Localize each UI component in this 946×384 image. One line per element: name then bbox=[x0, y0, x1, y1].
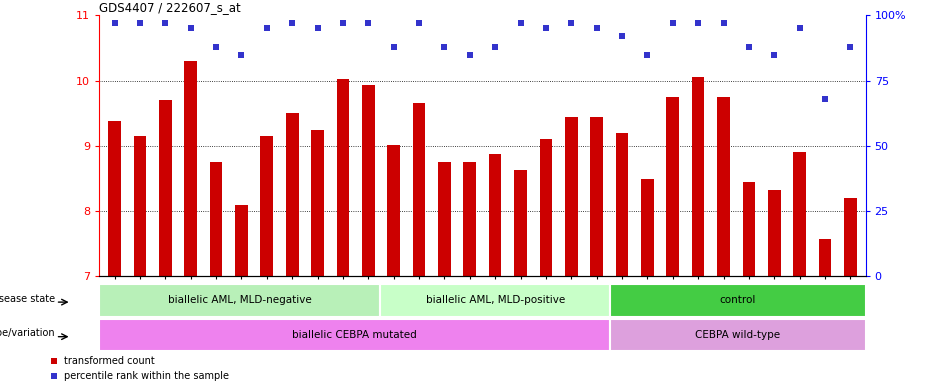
Text: percentile rank within the sample: percentile rank within the sample bbox=[64, 371, 229, 381]
Bar bbox=[438, 162, 450, 276]
Bar bbox=[380, 284, 610, 317]
Bar bbox=[464, 162, 476, 276]
Text: control: control bbox=[720, 295, 756, 306]
Text: biallelic AML, MLD-positive: biallelic AML, MLD-positive bbox=[426, 295, 565, 306]
Bar bbox=[108, 121, 121, 276]
Bar bbox=[717, 97, 730, 276]
Text: disease state: disease state bbox=[0, 294, 55, 304]
Bar bbox=[565, 117, 578, 276]
Text: GDS4407 / 222607_s_at: GDS4407 / 222607_s_at bbox=[99, 1, 241, 14]
Bar bbox=[489, 154, 501, 276]
Bar bbox=[235, 205, 248, 276]
Bar bbox=[133, 136, 147, 276]
Bar bbox=[610, 319, 866, 351]
Text: CEBPA wild-type: CEBPA wild-type bbox=[695, 330, 780, 340]
Bar bbox=[260, 136, 273, 276]
Text: biallelic AML, MLD-negative: biallelic AML, MLD-negative bbox=[168, 295, 311, 306]
Bar bbox=[641, 179, 654, 276]
Bar bbox=[210, 162, 222, 276]
Bar bbox=[99, 319, 610, 351]
Bar bbox=[311, 130, 324, 276]
Bar bbox=[387, 145, 400, 276]
Bar bbox=[286, 113, 299, 276]
Text: transformed count: transformed count bbox=[64, 356, 154, 366]
Bar bbox=[515, 170, 527, 276]
Bar bbox=[590, 117, 603, 276]
Bar bbox=[818, 239, 832, 276]
Bar bbox=[844, 198, 857, 276]
Bar bbox=[412, 104, 426, 276]
Bar bbox=[610, 284, 866, 317]
Bar bbox=[768, 190, 780, 276]
Bar bbox=[159, 100, 171, 276]
Bar bbox=[362, 85, 375, 276]
Bar bbox=[692, 78, 705, 276]
Bar bbox=[337, 79, 349, 276]
Bar bbox=[539, 139, 552, 276]
Bar bbox=[184, 61, 197, 276]
Text: genotype/variation: genotype/variation bbox=[0, 328, 55, 338]
Bar bbox=[666, 97, 679, 276]
Text: biallelic CEBPA mutated: biallelic CEBPA mutated bbox=[292, 330, 417, 340]
Bar bbox=[99, 284, 380, 317]
Bar bbox=[743, 182, 755, 276]
Bar bbox=[616, 133, 628, 276]
Bar bbox=[794, 152, 806, 276]
